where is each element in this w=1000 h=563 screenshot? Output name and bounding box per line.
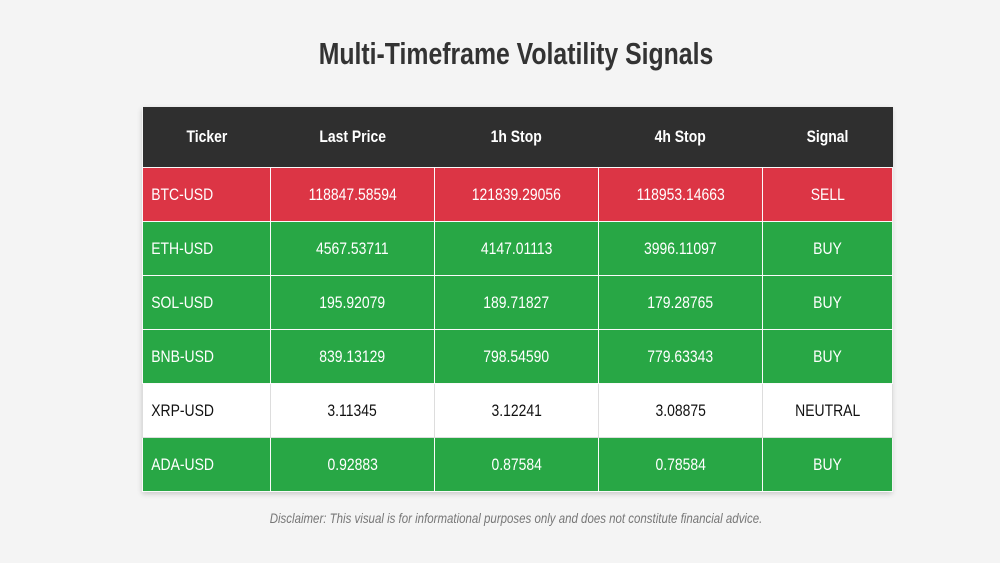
stop-1h-cell-text: 3.12241 [491,400,542,420]
ticker-cell: BTC-USD [142,167,271,222]
column-header-label: 1h Stop [490,127,543,146]
last-price-cell: 4567.53711 [270,221,435,276]
stop-1h-cell: 3.12241 [434,383,599,438]
table-body: BTC-USD 118847.58594 121839.29056 118953.14… [142,167,893,492]
column-header: 4h Stop [598,107,763,168]
stop-4h-cell-text: 179.28765 [647,292,714,312]
last-price-cell: 839.13129 [270,329,435,384]
last-price-cell: 0.92883 [270,437,435,492]
signal-cell: BUY [762,437,893,492]
ticker-cell-text: BTC-USD [151,184,214,204]
last-price-cell-text: 118847.58594 [308,184,397,204]
stop-1h-cell: 0.87584 [434,437,599,492]
last-price-cell-text: 0.92883 [327,454,378,474]
stop-4h-cell-text: 779.63343 [647,346,714,366]
stop-4h-cell: 3.08875 [598,383,763,438]
stop-4h-cell: 3996.11097 [598,221,763,276]
disclaimer-text: Disclaimer: This visual is for informati… [269,510,763,526]
last-price-cell-text: 839.13129 [319,346,386,366]
signal-cell: BUY [762,275,893,330]
signal-cell-text: BUY [813,292,842,312]
ticker-cell: XRP-USD [142,383,271,438]
signal-cell-text: BUY [813,238,842,258]
ticker-cell-text: SOL-USD [151,292,214,312]
column-header: Signal [762,107,893,168]
signal-cell-text: NEUTRAL [794,400,861,420]
table-row: BTC-USD 118847.58594 121839.29056 118953.14… [142,167,893,222]
column-header-label: Signal [806,127,849,146]
column-header: Ticker [142,107,271,168]
ticker-cell: BNB-USD [142,329,271,384]
column-header-label: 4h Stop [654,127,707,146]
ticker-cell-text: XRP-USD [151,400,214,420]
signal-cell-text: BUY [813,454,842,474]
ticker-cell-text: ETH-USD [151,238,214,258]
last-price-cell: 195.92079 [270,275,435,330]
table-row: BNB-USD 839.13129 798.54590 779.63343 BUY [142,329,893,384]
stop-1h-cell: 4147.01113 [434,221,599,276]
signal-cell: BUY [762,329,893,384]
signal-cell-text: BUY [813,346,842,366]
table-row: ETH-USD 4567.53711 4147.01113 3996.11097 BUY [142,221,893,276]
stop-1h-cell: 121839.29056 [434,167,599,222]
ticker-cell: SOL-USD [142,275,271,330]
table-row: XRP-USD 3.11345 3.12241 3.08875 NEUTRAL [142,383,893,438]
signal-cell: NEUTRAL [762,383,893,438]
stop-4h-cell: 0.78584 [598,437,763,492]
stop-4h-cell-text: 3.08875 [655,400,706,420]
header-row: Ticker Last Price 1h Stop 4h Stop Signal [142,107,893,168]
stop-4h-cell-text: 118953.14663 [636,184,725,204]
last-price-cell: 3.11345 [270,383,435,438]
signal-cell: BUY [762,221,893,276]
ticker-cell-text: ADA-USD [151,454,214,474]
stop-1h-cell: 189.71827 [434,275,599,330]
stop-4h-cell: 779.63343 [598,329,763,384]
column-header-label: Ticker [186,127,227,146]
stop-1h-cell-text: 0.87584 [491,454,542,474]
stop-4h-cell: 179.28765 [598,275,763,330]
ticker-cell: ETH-USD [142,221,271,276]
ticker-cell: ADA-USD [142,437,271,492]
chart-title: Multi-Timeframe Volatility Signals [318,36,714,71]
stop-4h-cell-text: 3996.11097 [644,238,717,258]
stop-1h-cell: 798.54590 [434,329,599,384]
stop-1h-cell-text: 798.54590 [483,346,550,366]
ticker-cell-text: BNB-USD [151,346,214,366]
last-price-cell: 118847.58594 [270,167,435,222]
table-header: Ticker Last Price 1h Stop 4h Stop Signal [142,107,893,168]
column-header: Last Price [270,107,435,168]
last-price-cell-text: 3.11345 [327,400,378,420]
stop-1h-cell-text: 121839.29056 [471,184,562,204]
stop-1h-cell-text: 4147.01113 [480,238,553,258]
signals-table: Ticker Last Price 1h Stop 4h Stop Signal… [142,107,893,492]
signal-cell-text: SELL [810,184,845,204]
stop-1h-cell-text: 189.71827 [483,292,550,312]
last-price-cell-text: 195.92079 [319,292,386,312]
table-row: SOL-USD 195.92079 189.71827 179.28765 BUY [142,275,893,330]
table-row: ADA-USD 0.92883 0.87584 0.78584 BUY [142,437,893,492]
stop-4h-cell-text: 0.78584 [655,454,706,474]
last-price-cell-text: 4567.53711 [316,238,389,258]
column-header-label: Last Price [319,127,386,146]
stop-4h-cell: 118953.14663 [598,167,763,222]
signals-table-container: Ticker Last Price 1h Stop 4h Stop Signal… [142,107,893,492]
signal-cell: SELL [762,167,893,222]
column-header: 1h Stop [434,107,599,168]
